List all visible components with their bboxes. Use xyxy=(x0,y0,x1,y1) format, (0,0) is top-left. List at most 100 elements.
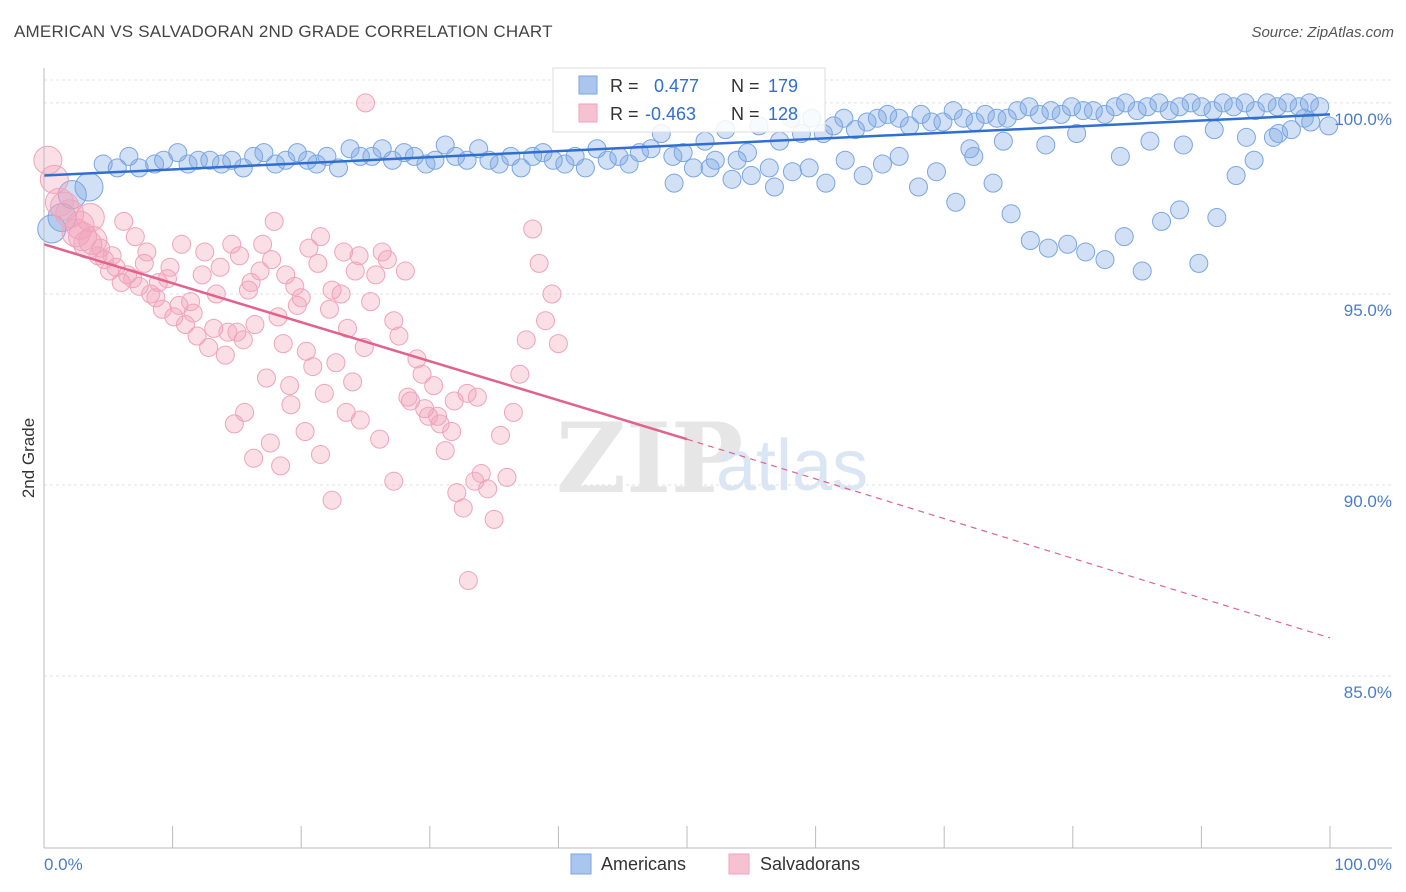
data-point xyxy=(245,315,265,335)
data-point xyxy=(911,104,931,124)
source-label: Source: ZipAtlas.com xyxy=(1251,24,1394,41)
data-point xyxy=(235,402,255,422)
data-point xyxy=(548,334,568,354)
data-point xyxy=(816,173,836,193)
data-point xyxy=(295,422,315,442)
y-tick-label: 95.0% xyxy=(1344,301,1392,320)
data-point xyxy=(1236,127,1256,147)
data-point xyxy=(222,234,242,254)
data-point xyxy=(281,395,301,415)
data-point xyxy=(1204,120,1224,140)
data-point xyxy=(1245,101,1265,121)
data-point xyxy=(65,210,95,240)
data-point xyxy=(1170,200,1190,220)
data-point xyxy=(503,402,523,422)
data-point xyxy=(1140,131,1160,151)
data-point xyxy=(199,337,219,357)
data-point xyxy=(1226,166,1246,186)
data-point xyxy=(264,211,284,231)
data-point xyxy=(435,441,455,461)
data-point xyxy=(673,143,693,163)
data-point xyxy=(1181,93,1201,113)
data-point xyxy=(536,311,556,331)
salvadoran-points xyxy=(33,93,568,591)
data-point xyxy=(241,273,261,293)
data-point xyxy=(759,158,779,178)
american-trend-line xyxy=(43,113,1331,177)
data-point xyxy=(1149,93,1169,113)
data-point xyxy=(424,376,444,396)
data-point xyxy=(857,112,877,132)
stats-box-frame xyxy=(552,67,826,133)
data-point xyxy=(280,376,300,396)
data-point xyxy=(908,177,928,197)
data-point xyxy=(183,303,203,323)
data-point xyxy=(111,273,131,293)
data-point xyxy=(328,158,348,178)
data-point xyxy=(123,269,143,289)
data-point xyxy=(1207,208,1227,228)
data-point xyxy=(1235,93,1255,113)
data-point xyxy=(1029,104,1049,124)
data-point xyxy=(129,276,149,296)
data-point xyxy=(164,307,184,327)
data-point xyxy=(1189,253,1209,273)
legend: Americans Salvadorans xyxy=(570,853,860,875)
data-point xyxy=(1062,97,1082,117)
data-point xyxy=(834,108,854,128)
y-tick-label: 100.0% xyxy=(1334,110,1392,129)
data-point xyxy=(835,150,855,170)
data-point xyxy=(1173,135,1193,155)
data-point xyxy=(425,150,445,170)
stats-swatch-salvadorans xyxy=(578,103,598,123)
data-point xyxy=(412,364,432,384)
data-point xyxy=(1319,116,1339,136)
data-point xyxy=(921,112,941,132)
data-point xyxy=(1170,97,1190,117)
data-point xyxy=(946,192,966,212)
stats-swatch-americans xyxy=(578,75,598,95)
watermark: ZIP atlas xyxy=(556,402,868,515)
data-point xyxy=(926,162,946,182)
data-point xyxy=(1137,97,1157,117)
data-point xyxy=(244,448,264,468)
data-point xyxy=(377,250,397,270)
data-point xyxy=(700,158,720,178)
stats-r-label-salvadorans: R = xyxy=(610,104,639,124)
data-point xyxy=(1152,211,1172,231)
data-point xyxy=(1051,104,1071,124)
data-point xyxy=(389,326,409,346)
data-point xyxy=(310,227,330,247)
data-point xyxy=(983,173,1003,193)
y-tick-label: 90.0% xyxy=(1344,492,1392,511)
data-point xyxy=(664,173,684,193)
stats-n-value-salvadorans: 128 xyxy=(768,104,798,124)
data-point xyxy=(322,490,342,510)
data-point xyxy=(78,225,108,255)
data-point xyxy=(141,284,161,304)
data-point xyxy=(233,330,253,350)
data-point xyxy=(1191,97,1211,117)
legend-swatch-americans[interactable] xyxy=(570,853,592,875)
data-point xyxy=(960,139,980,159)
data-point xyxy=(303,357,323,377)
data-point xyxy=(878,104,898,124)
data-point xyxy=(641,139,661,159)
data-point xyxy=(782,162,802,182)
data-point xyxy=(287,143,307,163)
data-point xyxy=(398,387,418,407)
data-point xyxy=(872,154,892,174)
data-point xyxy=(1281,120,1301,140)
data-point xyxy=(44,187,74,217)
data-point xyxy=(256,368,276,388)
data-point xyxy=(345,261,365,281)
data-point xyxy=(384,471,404,491)
data-point xyxy=(1036,135,1056,155)
data-point xyxy=(695,131,715,151)
data-point xyxy=(253,234,273,254)
data-point xyxy=(273,334,293,354)
legend-swatch-salvadorans[interactable] xyxy=(728,853,750,875)
watermark-atlas: atlas xyxy=(716,426,868,506)
data-point xyxy=(516,330,536,350)
